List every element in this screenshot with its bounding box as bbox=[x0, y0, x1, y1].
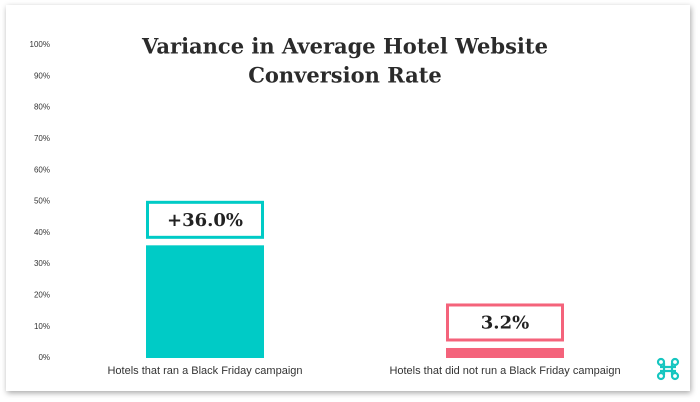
card bbox=[6, 5, 690, 391]
bar bbox=[446, 347, 564, 358]
y-tick-label: 80% bbox=[34, 103, 50, 112]
y-tick-label: 20% bbox=[34, 291, 50, 300]
logo bbox=[656, 357, 680, 381]
chart-title: Conversion Rate bbox=[248, 63, 442, 88]
y-tick-label: 100% bbox=[30, 40, 50, 49]
value-label: 3.2% bbox=[481, 312, 529, 333]
x-tick-label: Hotels that did not run a Black Friday c… bbox=[389, 365, 620, 377]
y-tick-label: 50% bbox=[34, 197, 50, 206]
y-tick-label: 0% bbox=[38, 353, 50, 362]
value-label: +36.0% bbox=[167, 210, 243, 231]
value-label-box bbox=[146, 200, 264, 239]
y-tick-label: 40% bbox=[34, 228, 50, 237]
y-tick-label: 70% bbox=[34, 134, 50, 143]
y-tick-label: 90% bbox=[34, 71, 50, 80]
chart-title: Variance in Average Hotel Website bbox=[141, 34, 548, 59]
x-tick-label: Hotels that ran a Black Friday campaign bbox=[107, 365, 302, 377]
y-tick-label: 10% bbox=[34, 322, 50, 331]
y-tick-label: 60% bbox=[34, 165, 50, 174]
value-label-box bbox=[446, 303, 564, 342]
y-tick-label: 30% bbox=[34, 259, 50, 268]
bar bbox=[146, 245, 264, 358]
